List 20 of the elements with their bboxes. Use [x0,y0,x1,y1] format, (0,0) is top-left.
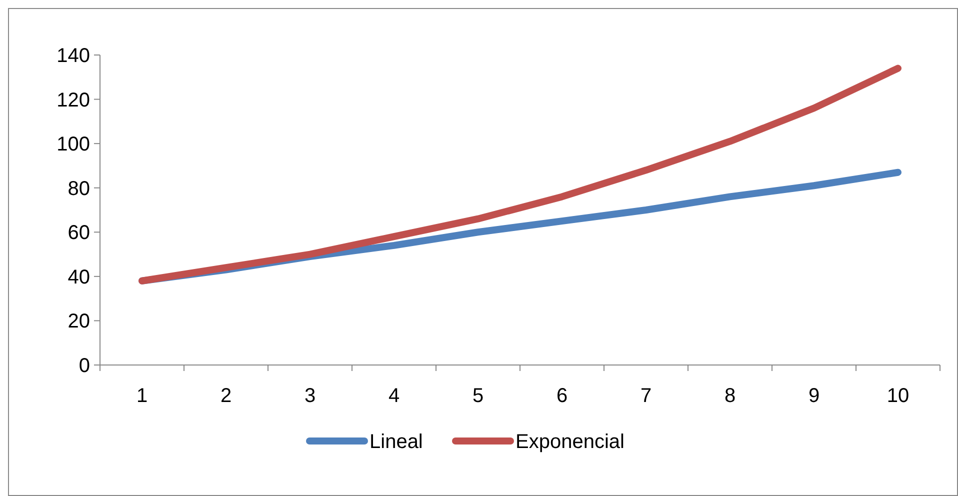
y-tick-label: 120 [56,89,90,112]
x-tick-label: 10 [886,385,910,407]
y-tick-label: 60 [68,222,90,244]
y-tick-label: 20 [68,310,90,333]
y-tick-label: 100 [56,134,90,156]
x-tick-label: 9 [808,385,820,407]
x-tick-label: 1 [136,385,148,407]
y-tick-label: 80 [68,178,90,200]
legend-label: Exponencial [516,431,624,453]
x-tick-label: 8 [724,385,736,407]
x-tick-label: 3 [304,385,316,407]
x-tick-label: 6 [556,385,568,407]
legend-label: Lineal [370,431,423,453]
y-tick-label: 0 [78,355,90,377]
x-tick-label: 7 [640,385,652,407]
x-tick-label: 2 [220,385,232,407]
y-tick-label: 140 [56,45,90,67]
x-tick-label: 5 [472,385,484,407]
x-tick-label: 4 [388,385,400,407]
y-tick-label: 40 [68,266,90,288]
